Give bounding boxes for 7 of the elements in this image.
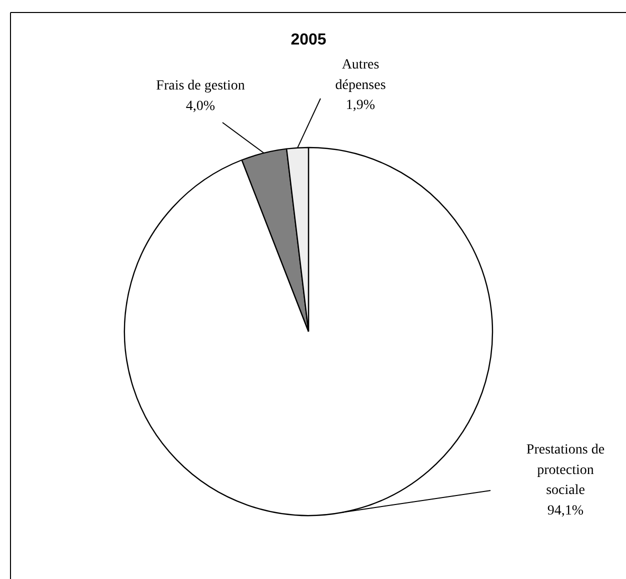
slice-label: Frais de gestion: [156, 78, 245, 94]
data-label: 94,1%: [547, 503, 584, 518]
data-label: 4,0%: [186, 98, 216, 114]
slice-label: Prestations de protection sociale: [526, 442, 605, 498]
chart-title: 2005: [290, 32, 326, 48]
slice-label: Autres dépenses: [335, 58, 386, 93]
data-label: 1,9%: [346, 98, 376, 113]
